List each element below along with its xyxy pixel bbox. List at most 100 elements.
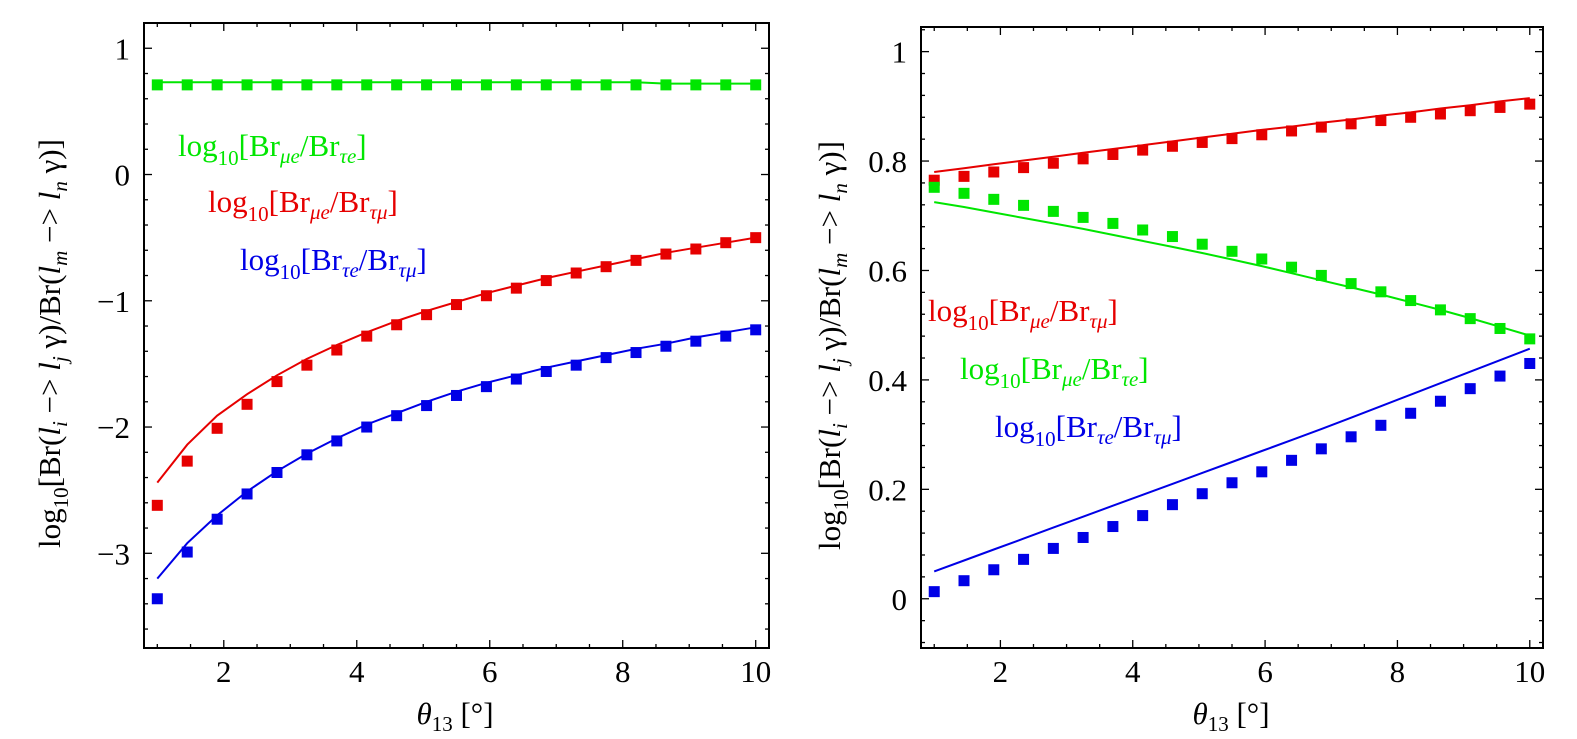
data-point xyxy=(988,193,1000,205)
data-point xyxy=(1464,383,1476,395)
x-tick-label: 8 xyxy=(615,654,631,689)
series-line-Br_taue/Br_taumu xyxy=(156,326,756,580)
data-point xyxy=(1405,295,1417,307)
data-point xyxy=(331,344,343,356)
data-point xyxy=(958,170,970,182)
data-point xyxy=(750,324,762,336)
data-point xyxy=(421,79,433,91)
data-point xyxy=(1166,231,1178,243)
x-tick-label: 2 xyxy=(993,654,1009,689)
data-point xyxy=(391,319,403,331)
x-tick-label: 8 xyxy=(1390,654,1406,689)
data-point xyxy=(720,237,732,249)
data-point xyxy=(1256,253,1268,265)
data-point xyxy=(540,79,552,91)
data-point xyxy=(690,79,702,91)
data-point xyxy=(928,181,940,193)
data-point xyxy=(1375,419,1387,431)
right-panel: 2 4 6 8 10 1 0.8 0.6 0.4 0.2 0 log10[Brμe/Brτμ] log1… xyxy=(812,26,1545,736)
plot-frame xyxy=(143,22,770,649)
data-point xyxy=(540,365,552,377)
y-tick-label: 0.8 xyxy=(868,144,907,179)
y-tick-label: 0 xyxy=(892,582,908,617)
data-point xyxy=(1524,357,1536,369)
data-point xyxy=(1226,133,1238,145)
y-tick-label: 0.6 xyxy=(868,253,907,288)
data-point xyxy=(1434,108,1446,120)
data-point xyxy=(1077,153,1089,165)
data-point xyxy=(181,455,193,467)
data-point xyxy=(720,330,732,342)
x-tick-label: 6 xyxy=(482,654,498,689)
data-point xyxy=(1256,466,1268,478)
x-axis-title: θ13 [°] xyxy=(416,696,493,736)
data-point xyxy=(600,352,612,364)
data-point xyxy=(1047,157,1059,169)
data-point xyxy=(1107,217,1119,229)
legend-label: log10[Brτe/Brτμ] xyxy=(240,242,427,284)
data-point xyxy=(600,79,612,91)
data-point xyxy=(451,299,462,311)
x-tick-label: 4 xyxy=(349,654,365,689)
data-point xyxy=(1107,521,1119,533)
data-point xyxy=(331,79,343,91)
data-point xyxy=(1286,454,1298,466)
x-tick-label: 6 xyxy=(1257,654,1273,689)
data-point xyxy=(331,435,343,447)
data-point xyxy=(958,575,970,587)
x-tick-label: 10 xyxy=(1514,654,1545,689)
data-point xyxy=(1405,111,1417,123)
y-tick-label: 0.2 xyxy=(868,472,907,507)
x-tick-label: 2 xyxy=(216,654,232,689)
data-point xyxy=(361,330,373,342)
data-point xyxy=(1018,162,1030,174)
data-point xyxy=(660,340,672,352)
data-point xyxy=(540,275,552,287)
data-point xyxy=(928,174,940,186)
data-point xyxy=(211,79,223,91)
data-point xyxy=(1077,531,1089,543)
data-point xyxy=(480,381,492,393)
data-point xyxy=(391,410,403,422)
data-point xyxy=(630,347,642,359)
data-point xyxy=(1434,304,1446,316)
data-point xyxy=(1018,553,1030,565)
data-point xyxy=(451,389,462,401)
legend-label: log10[Brμe/Brτe] xyxy=(960,351,1149,393)
data-point xyxy=(1315,269,1327,281)
data-point xyxy=(1375,115,1387,127)
data-point xyxy=(1047,542,1059,554)
data-point xyxy=(720,79,732,91)
data-point xyxy=(241,488,253,500)
data-point xyxy=(630,254,642,266)
data-point xyxy=(1345,431,1357,443)
data-point xyxy=(1286,125,1298,137)
data-point xyxy=(451,79,462,91)
y-axis-title: log10[Br(li −> lj γ)/Br(lm −> ln γ)] xyxy=(812,141,853,550)
data-point xyxy=(1137,224,1149,236)
data-point xyxy=(1226,245,1238,257)
data-point xyxy=(690,335,702,347)
data-point xyxy=(1434,395,1446,407)
data-point xyxy=(421,309,433,321)
data-point xyxy=(1166,499,1178,511)
data-point xyxy=(1494,370,1506,382)
data-point xyxy=(750,79,762,91)
data-point xyxy=(988,564,1000,576)
data-point xyxy=(1464,105,1476,117)
y-tick-label: −1 xyxy=(97,284,130,319)
data-point xyxy=(391,79,403,91)
data-point xyxy=(1196,488,1208,500)
data-point xyxy=(181,546,193,558)
data-point xyxy=(510,373,522,385)
data-point xyxy=(241,398,253,410)
data-point xyxy=(510,79,522,91)
data-point xyxy=(1494,101,1506,113)
y-tick-label: 1 xyxy=(892,35,908,70)
data-point xyxy=(1345,118,1357,130)
data-point xyxy=(750,232,762,244)
data-point xyxy=(361,421,373,433)
data-point xyxy=(690,243,702,255)
series-line-Br_mue/Br_taue xyxy=(934,201,1531,337)
